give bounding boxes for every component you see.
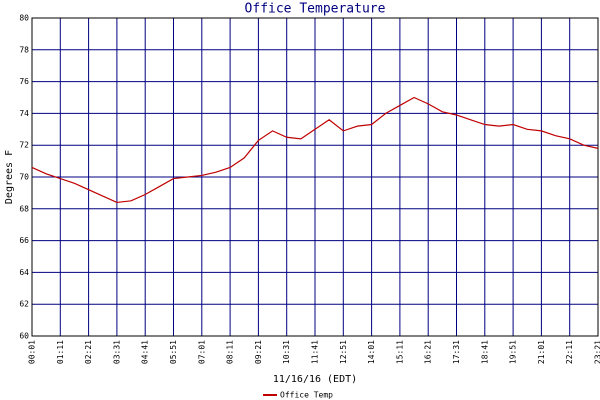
x-tick-label: 17:31 — [452, 340, 461, 364]
plot-border — [31, 17, 599, 337]
x-tick-label: 09:21 — [254, 340, 263, 364]
y-tick-label: 70 — [19, 173, 29, 182]
x-tick-label: 00:01 — [28, 340, 37, 364]
line — [31, 96, 599, 204]
x-tick-label: 04:41 — [141, 340, 150, 364]
x-tick-label: 14:01 — [367, 340, 376, 364]
y-tick-label: 80 — [19, 14, 29, 23]
y-tick-label: 74 — [19, 109, 29, 118]
x-tick-label: 19:51 — [509, 340, 518, 364]
x-tick-label: 03:31 — [112, 340, 121, 364]
x-tick-label: 18:41 — [480, 340, 489, 364]
x-tick-label: 22:11 — [565, 340, 574, 364]
x-tick-label: 15:11 — [395, 340, 404, 364]
y-tick-label: 60 — [19, 332, 29, 341]
legend-label: Office Temp — [280, 391, 333, 400]
x-axis-title: 11/16/16 (EDT) — [273, 374, 357, 385]
y-tick-label: 62 — [19, 300, 29, 309]
x-tick-label: 02:21 — [84, 340, 93, 364]
y-tick-label: 72 — [19, 141, 29, 150]
x-tick-label: 21:01 — [537, 340, 546, 364]
x-tick-label: 05:51 — [169, 340, 178, 364]
y-tick-label: 78 — [19, 45, 29, 54]
x-tick-label: 12:51 — [339, 340, 348, 364]
y-tick-label: 76 — [19, 77, 29, 86]
chart-title: Office Temperature — [245, 2, 386, 17]
x-tick-label: 08:11 — [226, 340, 235, 364]
y-tick-label: 64 — [19, 268, 29, 277]
x-tick-label: 07:01 — [197, 340, 206, 364]
x-tick-label: 16:21 — [424, 340, 433, 364]
x-tick-label: 23:21 — [594, 340, 600, 364]
x-tick-label: 11:41 — [311, 340, 320, 364]
y-tick-label: 66 — [19, 236, 29, 245]
y-axis-title: Degrees F — [4, 150, 15, 204]
y-tick-label: 68 — [19, 204, 29, 213]
x-tick-label: 01:11 — [56, 340, 65, 364]
x-tick-label: 10:31 — [282, 340, 291, 364]
